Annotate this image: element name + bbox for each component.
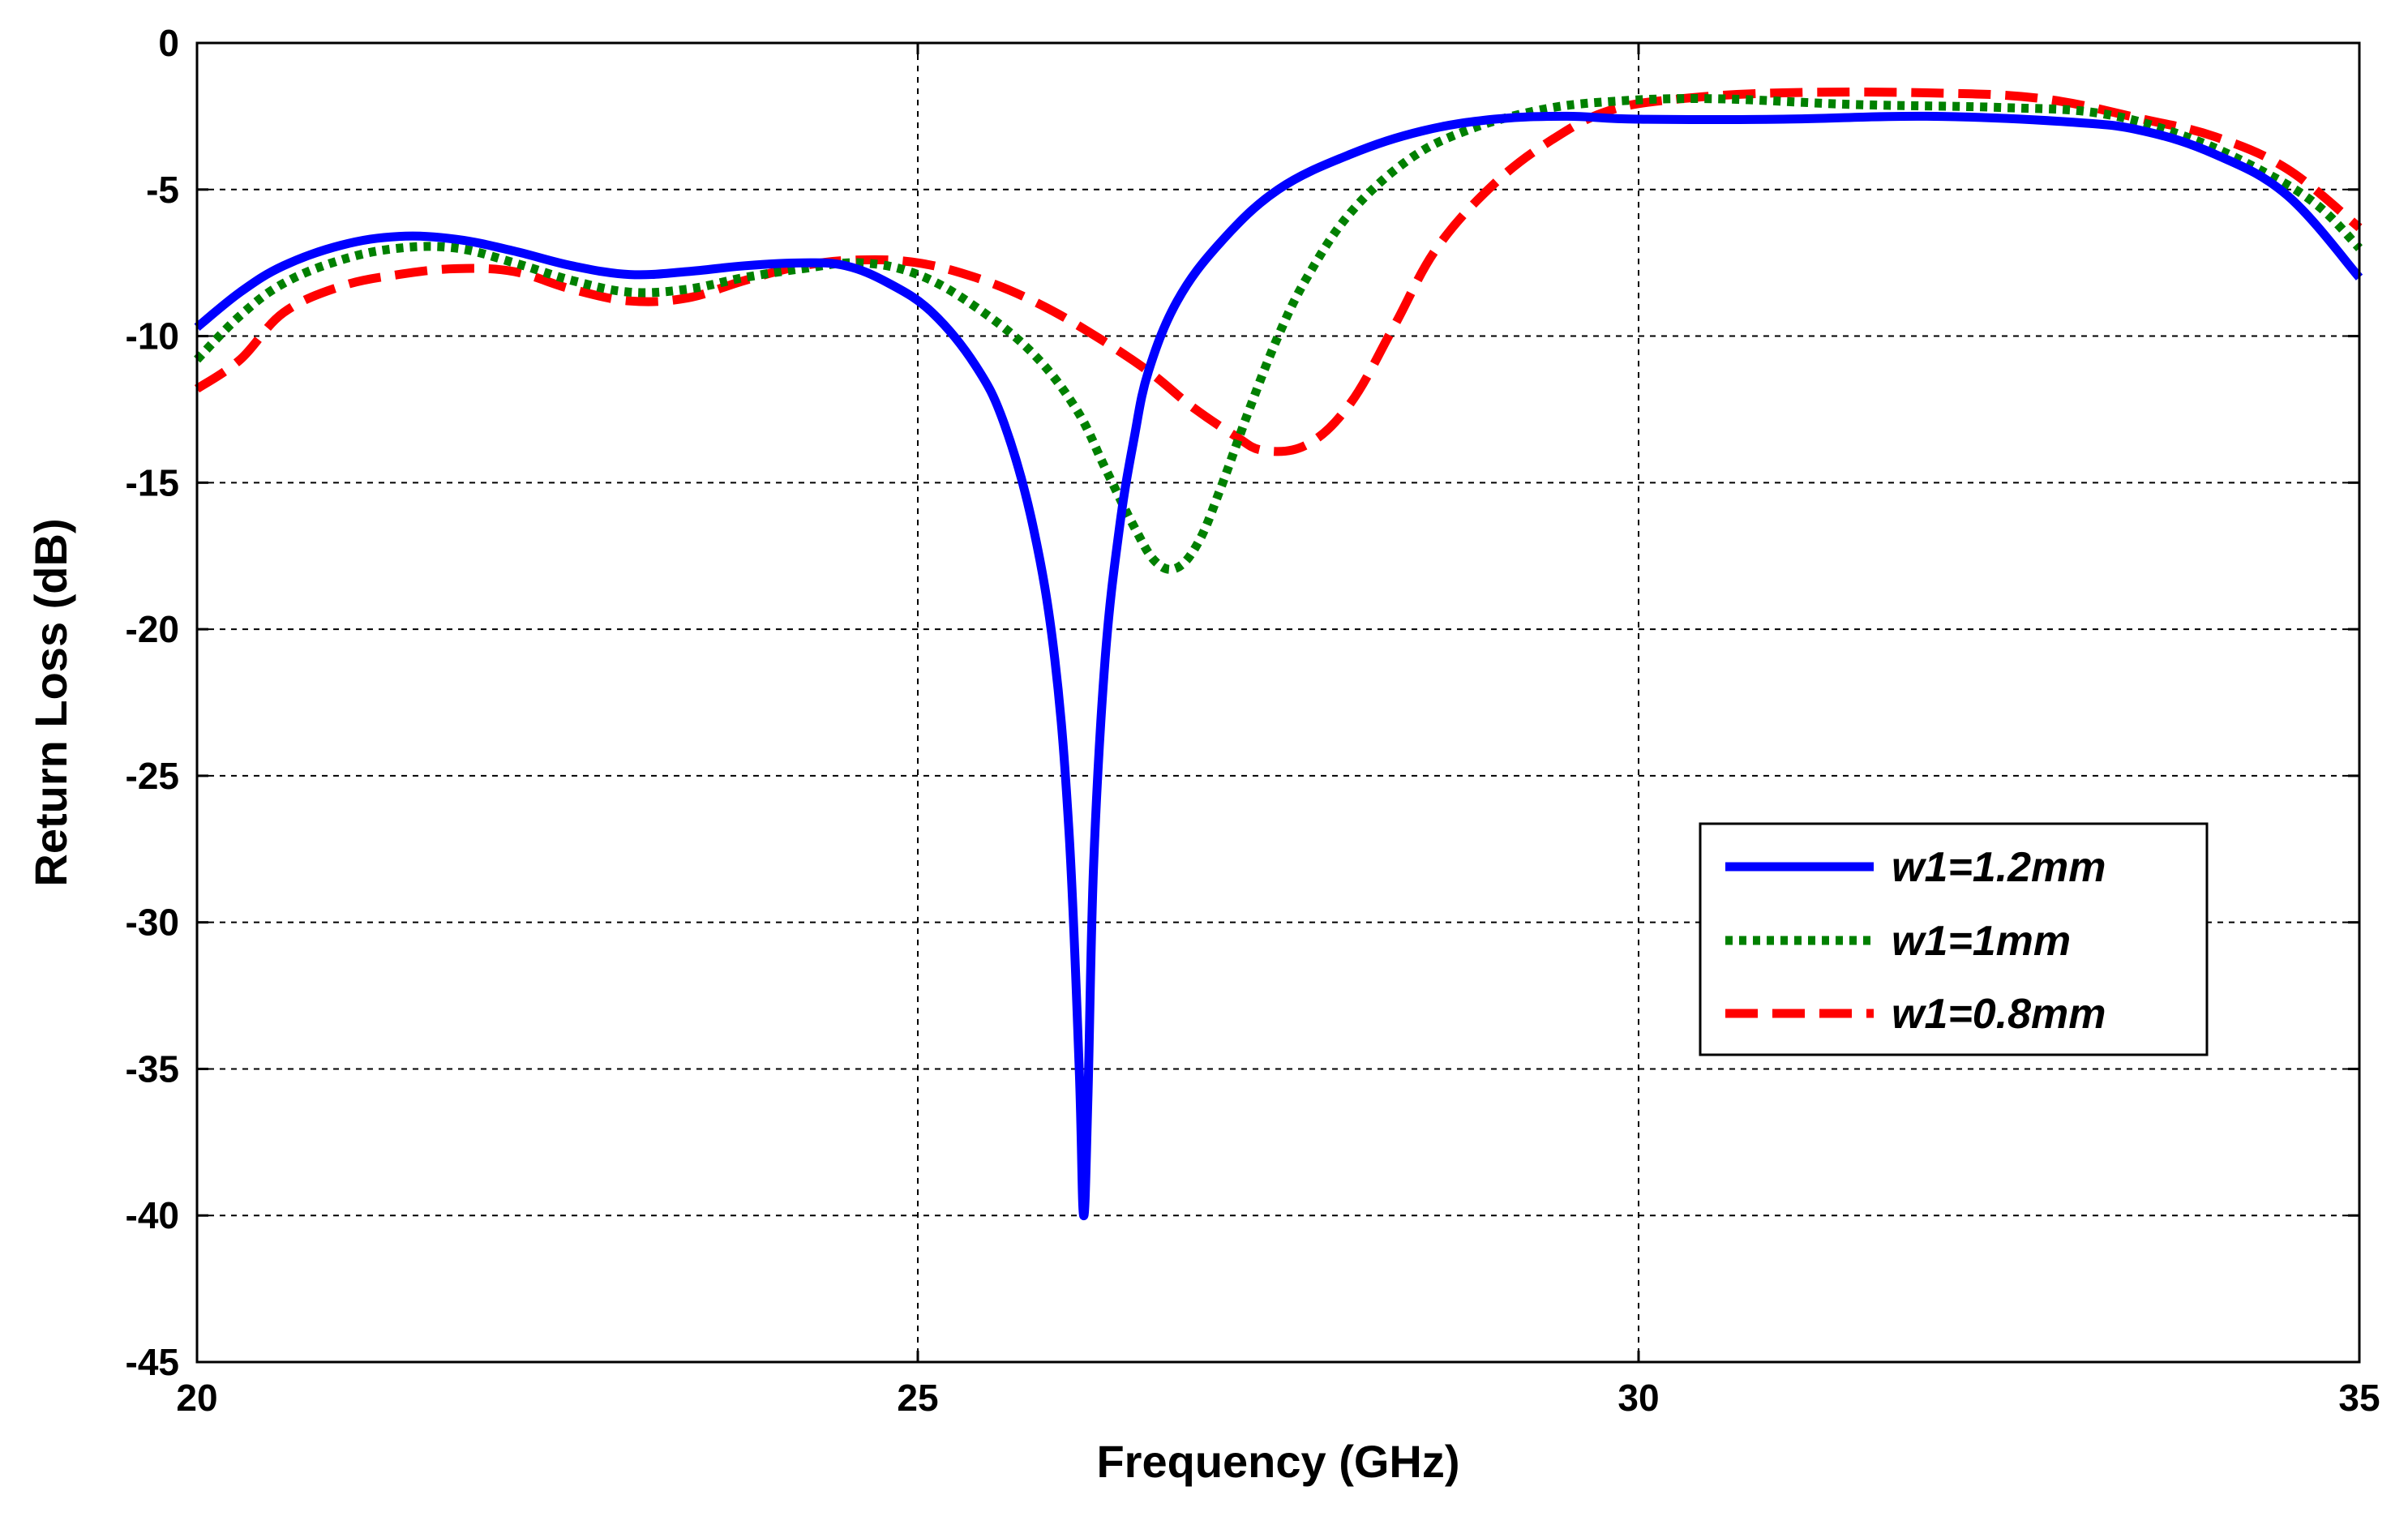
y-tick-label: -25: [126, 755, 179, 797]
y-tick-label: -20: [126, 608, 179, 650]
legend-label-w1-0-8mm: w1=0.8mm: [1892, 991, 2106, 1038]
y-tick-label: 0: [158, 22, 179, 64]
legend-label-w1-1mm: w1=1mm: [1892, 918, 2071, 965]
plot-frame: [195, 41, 2361, 1364]
y-tick-label: -40: [126, 1194, 179, 1236]
series-line-w1-1-2mm: [194, 111, 2363, 1220]
y-tick-label: -35: [126, 1047, 179, 1090]
x-tick-label: 25: [897, 1377, 938, 1419]
y-tick-label: -30: [126, 902, 179, 944]
x-axis-title: Frequency (GHz): [1096, 1436, 1459, 1487]
y-axis-title: Return Loss (dB): [25, 518, 76, 886]
legend: w1=1.2mm w1=1mm w1=0.8mm: [1699, 822, 2209, 1056]
y-tick-label: -10: [126, 315, 179, 358]
x-tick-label: 20: [176, 1377, 217, 1419]
y-tick-label: -45: [126, 1341, 179, 1383]
series-line-w1-0-8mm: [194, 88, 2363, 456]
series-lines: [194, 88, 2363, 1220]
y-tick-label: -15: [126, 461, 179, 503]
x-tick-label: 30: [1617, 1377, 1659, 1419]
tick-labels: 20 25 30 35 0 -5 -10 -15 -20 -25 -30 -35 -40 -45: [126, 22, 2380, 1419]
x-tick-label: 35: [2338, 1377, 2380, 1419]
legend-label-w1-1-2mm: w1=1.2mm: [1892, 844, 2106, 891]
ticks: [195, 41, 2361, 1364]
series-line-w1-1mm: [194, 94, 2363, 574]
y-tick-label: -5: [146, 169, 179, 211]
